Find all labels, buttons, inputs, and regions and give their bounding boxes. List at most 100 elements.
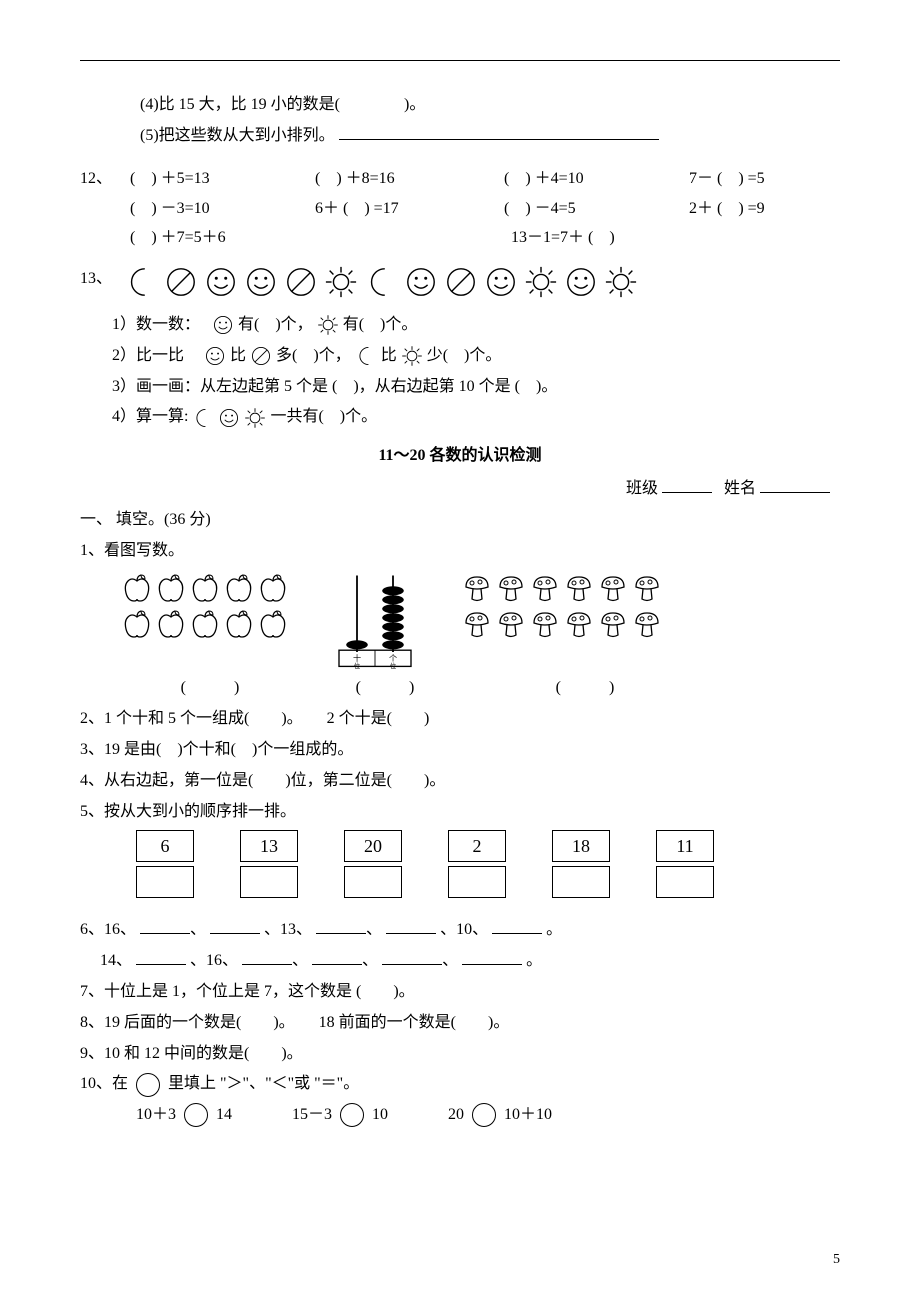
q13-label: 13、 (80, 259, 124, 294)
smile-icon (244, 265, 278, 299)
p10-expr-row: 10＋3 14 15－3 10 20 10＋10 (80, 1101, 840, 1130)
q13-3: 3）画一画：从左边起第 5 个是 ( )，从右边起第 10 个是 ( )。 (80, 373, 840, 402)
number-box: 6 (136, 830, 194, 862)
class-blank[interactable] (662, 476, 712, 493)
q13-1: 1）数一数： 有( )个， 有( )个。 (80, 311, 840, 340)
blank[interactable] (136, 948, 186, 965)
mushroom-icon (630, 607, 664, 641)
p1-ans-1[interactable]: ( ) (120, 674, 300, 703)
smile-icon (204, 265, 238, 299)
circle-blank[interactable] (340, 1103, 364, 1127)
number-box: 2 (448, 830, 506, 862)
blank[interactable] (382, 948, 442, 965)
blank[interactable] (492, 917, 542, 934)
apple-group (120, 571, 290, 641)
number-box: 13 (240, 830, 298, 862)
forbid-icon (444, 265, 478, 299)
svg-text:个: 个 (389, 654, 397, 663)
blank[interactable] (312, 948, 362, 965)
number-box: 18 (552, 830, 610, 862)
mushroom-icon (630, 571, 664, 605)
moon-icon (192, 407, 214, 429)
forbid-icon (284, 265, 318, 299)
q13-4b: 一共有( )个。 (270, 408, 377, 425)
q12-cell: 2＋ ( ) =9 (689, 195, 840, 224)
abacus-icon: 十 个 位 位 (330, 571, 420, 670)
forbid-icon (164, 265, 198, 299)
smile-icon (564, 265, 598, 299)
answer-box[interactable] (240, 866, 298, 898)
mushroom-group (460, 571, 664, 641)
q13-pictograph-row (124, 265, 638, 299)
q13-2c: 多( )个， (276, 347, 351, 364)
p6-l1a: 6、16、 (80, 921, 136, 938)
sun-icon (604, 265, 638, 299)
q13-2d: 比 (381, 347, 401, 364)
svg-text:十: 十 (353, 653, 361, 663)
q13-4a: 4）算一算: (112, 408, 188, 425)
circle-blank[interactable] (472, 1103, 496, 1127)
smile-icon (484, 265, 518, 299)
section1-header: 一、 填空。(36 分) (80, 506, 840, 535)
circle-blank-icon (136, 1073, 160, 1097)
class-label: 班级 (626, 480, 658, 497)
p10-e3a: 20 (448, 1106, 468, 1123)
q12: 12、 ( ) ＋5=13 ( ) ＋8=16 ( ) ＋4=10 7－ ( )… (80, 165, 840, 253)
p3: 3、19 是由( )个十和( )个一组成的。 (80, 736, 840, 765)
apple-icon (256, 571, 290, 605)
q13-2e: 少( )个。 (427, 347, 502, 364)
answer-box[interactable] (136, 866, 194, 898)
name-blank[interactable] (760, 476, 830, 493)
sun-icon (524, 265, 558, 299)
apple-icon (154, 571, 188, 605)
q12-cell: ( ) －4=5 (504, 195, 659, 224)
blank[interactable] (316, 917, 366, 934)
p6-l2b: 、16、 (190, 952, 238, 969)
p1-ans-2[interactable]: ( ) (300, 674, 470, 703)
q13-1c: 有( )个。 (343, 316, 418, 333)
p1-answers: ( ) ( ) ( ) (80, 674, 840, 703)
class-name-line: 班级 姓名 (80, 475, 840, 504)
blank-line[interactable] (339, 123, 659, 140)
answer-box[interactable] (552, 866, 610, 898)
blank[interactable] (386, 917, 436, 934)
blank[interactable] (140, 917, 190, 934)
q13-2: 2）比一比 比 多( )个， 比 少( )个。 (80, 342, 840, 371)
q13-2b: 比 (230, 347, 250, 364)
sun-icon (401, 345, 423, 367)
blank[interactable] (462, 948, 522, 965)
p10-e1a: 10＋3 (136, 1106, 180, 1123)
p1-ans-3[interactable]: ( ) (470, 674, 700, 703)
p6-l2a: 14、 (80, 952, 132, 969)
p6-l1: 6、16、 、 、13、 、 、10、 。 (80, 916, 840, 945)
p10-e3b: 10＋10 (504, 1106, 552, 1123)
p10-a: 10、在 (80, 1075, 132, 1092)
page-number: 5 (833, 1247, 840, 1272)
blank[interactable] (210, 917, 260, 934)
p10-e2a: 15－3 (292, 1106, 332, 1123)
q-prev-5: (5)把这些数从大到小排列。 (80, 122, 840, 151)
q12-label: 12、 (80, 165, 124, 253)
number-box: 11 (656, 830, 714, 862)
p5-label: 5、按从大到小的顺序排一排。 (80, 798, 840, 827)
mushroom-icon (562, 571, 596, 605)
q12-cell: 6＋ ( ) =17 (315, 195, 474, 224)
answer-box[interactable] (448, 866, 506, 898)
apple-icon (120, 607, 154, 641)
mushroom-icon (596, 607, 630, 641)
q12-cell: ( ) ＋7=5＋6 (130, 224, 451, 253)
answer-box[interactable] (344, 866, 402, 898)
answer-box[interactable] (656, 866, 714, 898)
blank[interactable] (242, 948, 292, 965)
sun-icon (317, 314, 339, 336)
p10-label: 10、在 里填上 "＞"、"＜"或 "＝"。 (80, 1070, 840, 1099)
circle-blank[interactable] (184, 1103, 208, 1127)
p10-e1b: 14 (216, 1106, 232, 1123)
p1-pictures: 十 个 位 位 (80, 571, 840, 670)
smile-icon (218, 407, 240, 429)
q12-cell: ( ) ＋4=10 (504, 165, 659, 194)
q12-row3: ( ) ＋7=5＋6 13－1=7＋ ( ) (124, 224, 840, 253)
p6-l2c: 。 (526, 952, 542, 969)
sun-icon (324, 265, 358, 299)
mushroom-icon (460, 607, 494, 641)
